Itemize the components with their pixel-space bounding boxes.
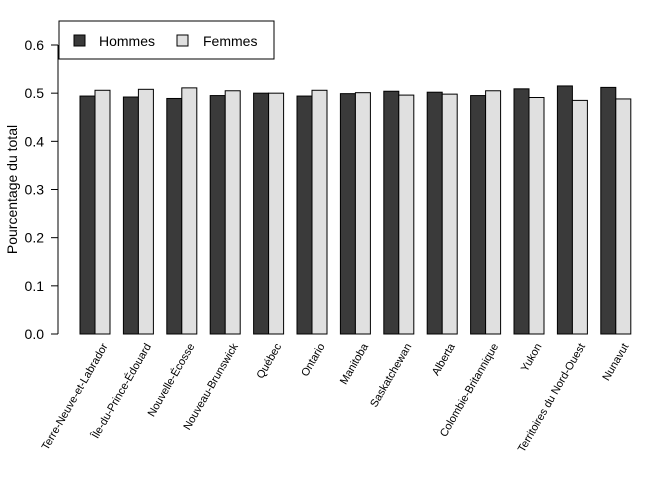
legend-box bbox=[58, 20, 275, 60]
bar-hommes bbox=[209, 95, 226, 335]
y-axis: 0.0 0.1 0.2 0.3 0.4 0.5 0.6 bbox=[25, 37, 59, 342]
bar-femmes bbox=[137, 88, 154, 335]
bar-hommes bbox=[600, 86, 617, 335]
x-tick-label: Manitoba bbox=[338, 341, 371, 387]
x-tick-label: Nunavut bbox=[601, 342, 632, 383]
x-tick-label: Yukon bbox=[519, 342, 545, 374]
bar-femmes bbox=[311, 89, 328, 335]
legend-swatch-femmes bbox=[176, 34, 189, 47]
y-tick-label: 0.2 bbox=[25, 230, 45, 246]
bar-hommes bbox=[426, 91, 443, 335]
x-tick-label: Nouvelle-Écosse bbox=[145, 341, 198, 419]
bar-femmes bbox=[441, 93, 458, 335]
bar-femmes bbox=[528, 97, 545, 335]
category-labels: Terre-Neuve-et-LabradorÎle-du-Prince-Édo… bbox=[40, 341, 632, 455]
x-tick-label: Saskatchewan bbox=[368, 342, 414, 410]
bar-hommes bbox=[470, 95, 487, 335]
y-tick-label: 0.6 bbox=[25, 37, 45, 53]
bar-femmes bbox=[354, 92, 371, 335]
legend-swatch-hommes bbox=[73, 34, 86, 47]
bar-femmes bbox=[398, 94, 415, 335]
bar-femmes bbox=[268, 92, 285, 335]
bar-hommes bbox=[253, 92, 270, 335]
bar-femmes bbox=[224, 90, 241, 335]
bar-femmes bbox=[94, 89, 111, 335]
bar-femmes bbox=[485, 90, 502, 335]
bar-hommes bbox=[383, 90, 400, 335]
x-tick-label: Ontario bbox=[299, 342, 327, 379]
bar-hommes bbox=[166, 97, 183, 335]
bars bbox=[79, 85, 632, 335]
bar-femmes bbox=[615, 98, 632, 335]
y-tick-label: 0.4 bbox=[25, 133, 45, 149]
bar-hommes bbox=[556, 85, 573, 335]
bar-hommes bbox=[122, 96, 139, 335]
legend: Hommes Femmes bbox=[58, 20, 275, 60]
legend-label-hommes: Hommes bbox=[99, 33, 155, 49]
x-tick-label: Alberta bbox=[430, 341, 458, 378]
y-tick-label: 0.0 bbox=[25, 326, 45, 342]
bar-hommes bbox=[79, 95, 96, 335]
x-tick-label: Québec bbox=[255, 341, 285, 381]
bar-hommes bbox=[339, 93, 356, 335]
bar-hommes bbox=[296, 95, 313, 335]
bar-femmes bbox=[181, 87, 198, 335]
y-tick-label: 0.1 bbox=[25, 278, 45, 294]
bar-femmes bbox=[571, 99, 588, 335]
legend-label-femmes: Femmes bbox=[203, 33, 257, 49]
y-axis-label: Pourcentage du total bbox=[4, 125, 20, 254]
y-tick-label: 0.3 bbox=[25, 182, 45, 198]
y-tick-label: 0.5 bbox=[25, 85, 45, 101]
bar-hommes bbox=[513, 88, 530, 335]
